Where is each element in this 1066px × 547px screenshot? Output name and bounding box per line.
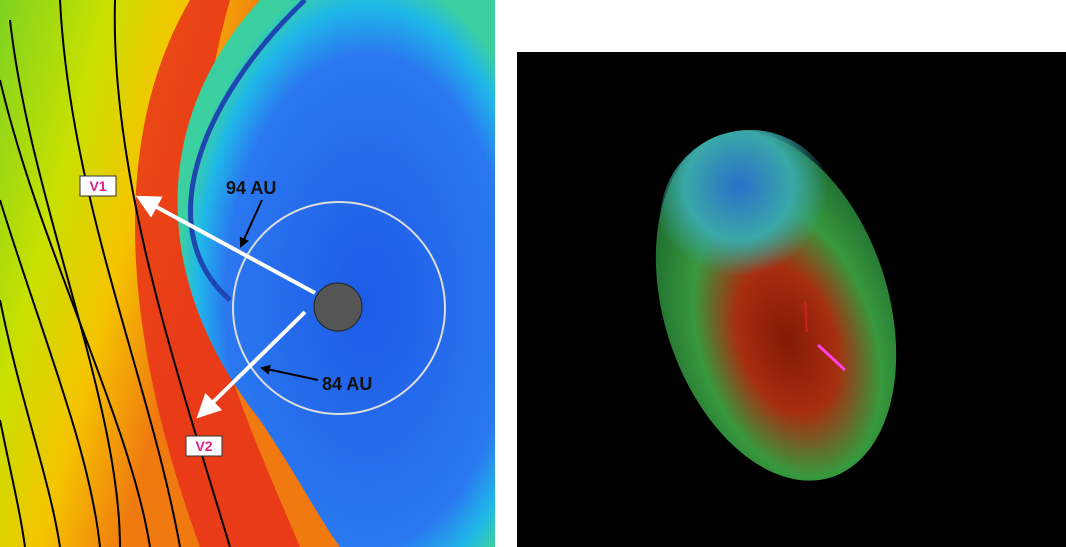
figure: V1 V2 94 AU 84 AU <box>0 0 1066 547</box>
distance-84: 84 AU <box>322 374 372 394</box>
sun-disk <box>314 283 362 331</box>
page: V1 V2 94 AU 84 AU (() => { const data = … <box>0 0 1066 547</box>
v1-label: V1 <box>89 178 106 194</box>
left-panel: V1 V2 94 AU 84 AU <box>0 0 495 547</box>
distance-94: 94 AU <box>226 178 276 198</box>
v2-label: V2 <box>195 438 212 454</box>
right-panel <box>517 52 1066 547</box>
